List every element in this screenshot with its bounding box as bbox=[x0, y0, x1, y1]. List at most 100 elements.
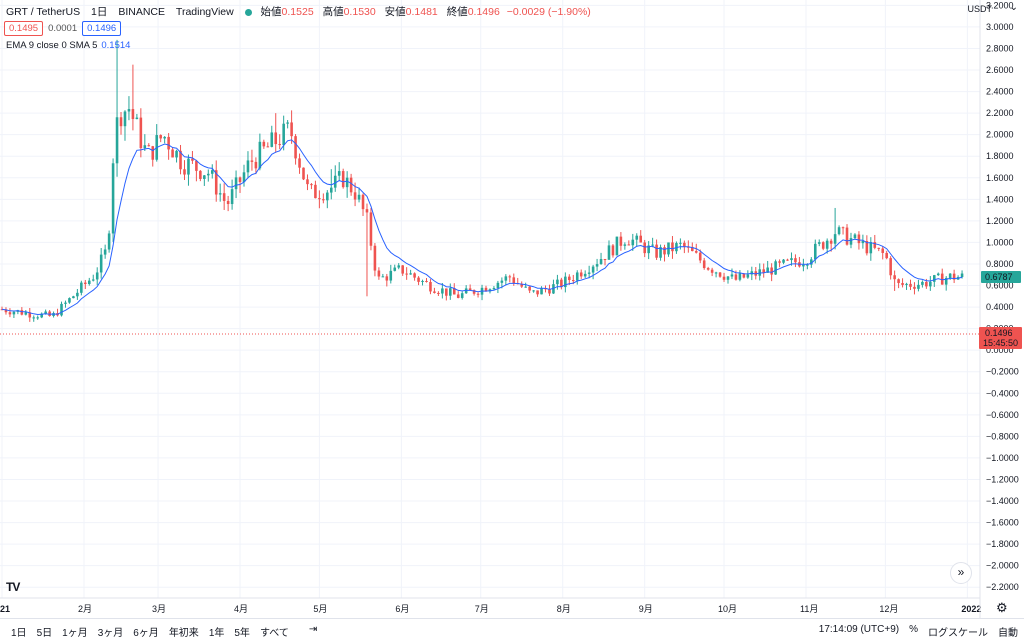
candle-body bbox=[802, 264, 805, 267]
candle-body bbox=[24, 312, 28, 315]
range-button[interactable]: 5日 bbox=[36, 628, 53, 639]
range-button[interactable]: すべて bbox=[259, 628, 289, 639]
candle-body bbox=[536, 290, 539, 295]
y-tick-label: 3.2000 bbox=[986, 0, 1014, 10]
candle-body bbox=[917, 284, 920, 289]
scroll-to-realtime-icon[interactable]: » bbox=[950, 562, 972, 584]
candle-body bbox=[72, 296, 75, 299]
candle-body bbox=[694, 251, 698, 253]
candle-body bbox=[214, 170, 218, 195]
candle-body bbox=[762, 269, 765, 273]
candle-body bbox=[595, 264, 599, 267]
candle-body bbox=[262, 141, 266, 147]
candle-body bbox=[151, 146, 155, 160]
candle-body bbox=[853, 234, 857, 239]
candle-body bbox=[36, 317, 39, 319]
clock-time[interactable]: 17:14:09 (UTC+9) bbox=[818, 624, 900, 635]
spread-value: 0.0001 bbox=[48, 23, 78, 34]
indicator-legend[interactable]: EMA 9 close 0 SMA 5 0.1514 bbox=[6, 40, 130, 51]
candle-body bbox=[460, 293, 464, 298]
open-label: 始値 bbox=[260, 6, 282, 18]
candle-body bbox=[794, 258, 797, 263]
candle-body bbox=[817, 242, 821, 244]
candle-body bbox=[452, 288, 456, 295]
candle-body bbox=[123, 111, 127, 127]
range-button[interactable]: 1年 bbox=[208, 628, 225, 639]
candle-body bbox=[770, 267, 773, 275]
candle-body bbox=[484, 287, 488, 292]
candle-body bbox=[599, 259, 603, 265]
candle-body bbox=[734, 274, 738, 280]
auto-scale-toggle[interactable]: 自動 bbox=[998, 628, 1018, 639]
candle-body bbox=[111, 163, 115, 234]
candle-body bbox=[80, 282, 83, 293]
candle-body bbox=[171, 149, 174, 158]
range-button[interactable]: 1日 bbox=[11, 628, 27, 639]
y-tick-label: 2.8000 bbox=[986, 43, 1014, 53]
y-tick-label: −0.4000 bbox=[986, 388, 1019, 398]
date-range-selector: 1日 5日 1ヶ月 3ヶ月 6ヶ月 年初来 1年 5年 すべて ⇥ bbox=[6, 624, 322, 639]
candle-body bbox=[258, 141, 262, 169]
candle-body bbox=[353, 192, 357, 200]
x-tick-label: 11月 bbox=[800, 604, 818, 614]
candle-body bbox=[270, 132, 274, 147]
candle-body bbox=[893, 275, 896, 280]
candle-body bbox=[873, 242, 877, 248]
candle-body bbox=[714, 272, 718, 274]
candle-body bbox=[191, 158, 194, 161]
candle-body bbox=[20, 310, 24, 315]
candle-body bbox=[615, 236, 619, 256]
symbol-legend: GRT / TetherUS 1日 BINANCE TradingView 始値… bbox=[6, 4, 591, 19]
symbol-name[interactable]: GRT / TetherUS bbox=[6, 6, 81, 18]
candle-body bbox=[437, 292, 440, 294]
candle-body bbox=[175, 150, 178, 158]
candle-body bbox=[468, 288, 472, 291]
candle-body bbox=[143, 145, 147, 149]
candle-body bbox=[139, 117, 143, 149]
candle-body bbox=[115, 117, 119, 164]
gear-icon[interactable]: ⚙ bbox=[996, 600, 1008, 615]
log-scale-toggle[interactable]: ログスケール bbox=[928, 628, 988, 639]
tradingview-logo-icon[interactable]: TV bbox=[6, 580, 20, 594]
candle-body bbox=[532, 290, 535, 292]
candle-body bbox=[12, 311, 16, 315]
candle-body bbox=[207, 173, 210, 176]
candle-body bbox=[925, 281, 928, 287]
range-button[interactable]: 5年 bbox=[234, 628, 250, 639]
chevron-down-icon[interactable]: ⌄ bbox=[1009, 2, 1018, 13]
candle-body bbox=[659, 247, 662, 258]
go-to-date-icon[interactable]: ⇥ bbox=[308, 624, 318, 635]
candle-body bbox=[314, 184, 317, 199]
buy-button[interactable]: 0.1496 bbox=[82, 21, 122, 36]
candle-body bbox=[425, 280, 428, 282]
sell-button[interactable]: 0.1495 bbox=[4, 21, 44, 36]
open-value: 0.1525 bbox=[281, 6, 314, 18]
y-tick-label: 1.8000 bbox=[986, 151, 1014, 161]
currency-label[interactable]: USDT bbox=[967, 4, 993, 14]
interval-label[interactable]: 1日 bbox=[91, 6, 108, 18]
candle-body bbox=[445, 288, 448, 296]
current-price-label: 0.1496 bbox=[985, 328, 1013, 338]
range-button[interactable]: 1ヶ月 bbox=[62, 628, 88, 639]
y-tick-label: 1.2000 bbox=[986, 216, 1014, 226]
candle-body bbox=[869, 242, 873, 254]
candle-body bbox=[405, 273, 408, 275]
x-tick-label: 9月 bbox=[639, 604, 653, 614]
candle-body bbox=[897, 279, 900, 284]
y-tick-label: 2.2000 bbox=[986, 108, 1014, 118]
candle-body bbox=[639, 235, 643, 243]
candle-body bbox=[242, 172, 246, 183]
range-button[interactable]: 年初来 bbox=[168, 628, 199, 639]
x-tick-label: 3月 bbox=[152, 604, 166, 614]
y-tick-label: 2.6000 bbox=[986, 65, 1014, 75]
candle-body bbox=[103, 249, 107, 255]
range-button[interactable]: 6ヶ月 bbox=[133, 628, 159, 639]
candle-body bbox=[326, 192, 329, 201]
high-value: 0.1530 bbox=[343, 6, 376, 18]
range-button[interactable]: 3ヶ月 bbox=[97, 628, 124, 639]
candle-body bbox=[810, 259, 813, 265]
percent-toggle[interactable]: % bbox=[909, 624, 918, 635]
candle-body bbox=[28, 312, 32, 318]
candle-body bbox=[282, 123, 285, 146]
